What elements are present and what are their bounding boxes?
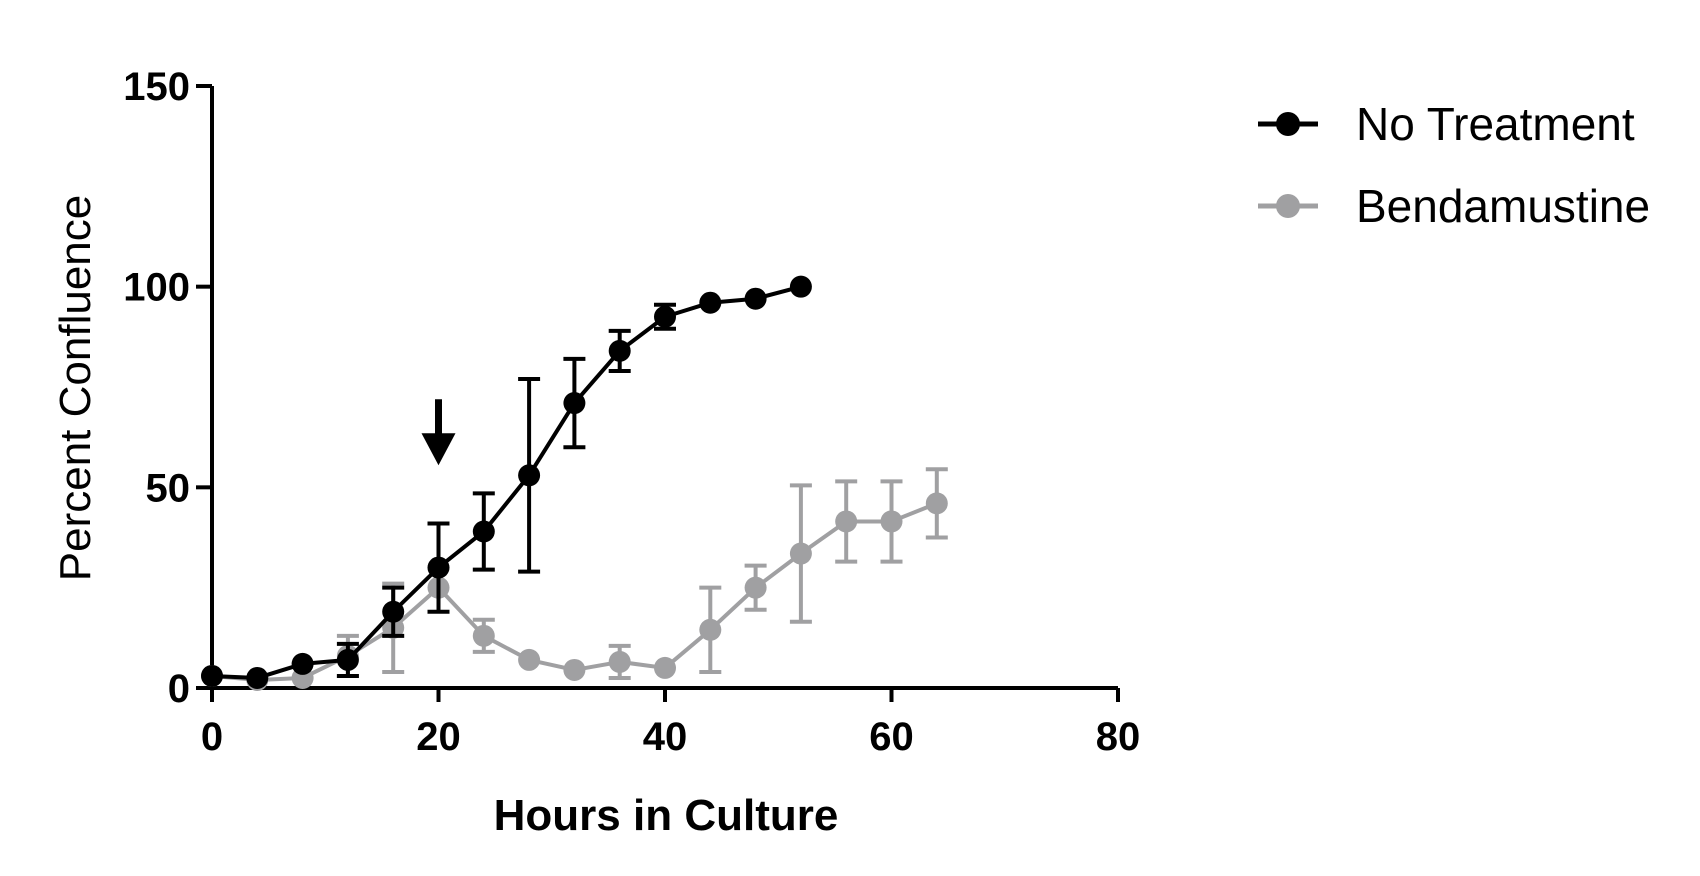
series-bendamustine [201, 467, 948, 691]
legend-item-bendamustine: Bendamustine [1258, 180, 1650, 232]
data-point [427, 556, 450, 579]
legend-marker [1276, 194, 1300, 218]
data-point [472, 520, 495, 543]
data-point [744, 287, 767, 310]
data-point [699, 291, 722, 314]
legend-label: No Treatment [1356, 98, 1635, 150]
data-point [744, 576, 767, 599]
series-no-treatment [201, 275, 812, 689]
x-tick-label: 0 [201, 715, 223, 759]
series-line [211, 501, 938, 682]
data-point [608, 650, 631, 673]
legend-item-no-treatment: No Treatment [1258, 98, 1635, 150]
data-point [925, 492, 948, 515]
data-point [382, 600, 405, 623]
series-layer [201, 275, 948, 691]
data-point [654, 656, 676, 679]
data-point [291, 652, 314, 675]
data-point [518, 464, 541, 487]
x-axis-title: Hours in Culture [494, 791, 839, 840]
x-tick-label: 40 [643, 715, 688, 759]
data-point [201, 664, 223, 687]
data-point [518, 648, 541, 671]
data-point [835, 510, 858, 533]
y-tick-label: 0 [168, 667, 190, 711]
axis-ticks: 0 20 40 60 80 0 50 100 150 [123, 65, 1140, 759]
data-point [608, 339, 631, 362]
data-point [789, 542, 812, 565]
data-point [789, 275, 812, 298]
data-point [472, 624, 495, 647]
y-tick-label: 100 [123, 266, 190, 310]
axes [210, 86, 1118, 690]
data-point [563, 392, 586, 415]
data-point [563, 658, 586, 681]
data-point [246, 666, 269, 689]
y-tick-label: 150 [123, 65, 190, 109]
y-tick-label: 50 [146, 466, 191, 510]
x-tick-label: 60 [869, 715, 914, 759]
x-tick-label: 20 [416, 715, 461, 759]
legend: No Treatment Bendamustine [1258, 98, 1650, 232]
legend-marker [1276, 112, 1300, 136]
data-point [880, 510, 903, 533]
annotations [421, 399, 456, 466]
data-point [699, 618, 722, 641]
data-point [654, 305, 676, 328]
arrow-down-icon [421, 399, 456, 466]
data-point [336, 648, 359, 671]
y-axis-title: Percent Confluence [51, 195, 100, 581]
x-tick-label: 80 [1096, 715, 1141, 759]
arrow-head [421, 433, 456, 466]
legend-label: Bendamustine [1356, 180, 1650, 232]
